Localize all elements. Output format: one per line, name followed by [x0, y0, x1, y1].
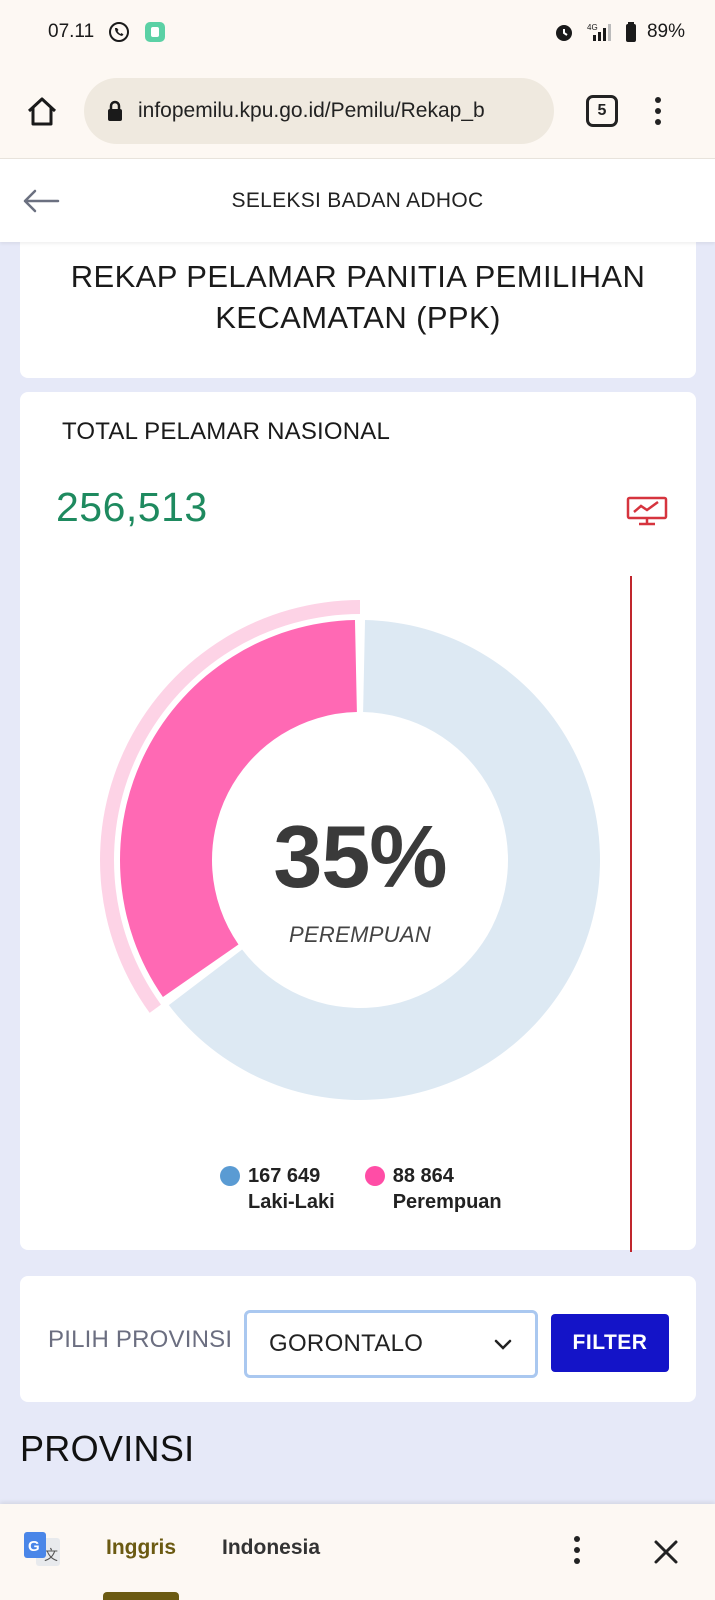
app-header: SELEKSI BADAN ADHOC: [0, 158, 715, 242]
percent-value: 35%: [273, 807, 447, 906]
male-arc: [168, 620, 600, 1100]
url-field[interactable]: infopemilu.kpu.go.id/Pemilu/Rekap_b: [84, 78, 554, 144]
browser-toolbar: infopemilu.kpu.go.id/Pemilu/Rekap_b 5: [0, 64, 715, 158]
gender-donut-chart: [99, 600, 600, 1100]
section-title: PROVINSI: [20, 1428, 195, 1469]
title-card: REKAP PELAMAR PANITIA PEMILIHAN KECAMATA…: [20, 242, 696, 378]
total-value: 256,513: [56, 484, 208, 530]
filter-button[interactable]: FILTER: [551, 1314, 669, 1372]
province-select[interactable]: GORONTALO: [244, 1310, 538, 1378]
legend-dot-female: [364, 1166, 385, 1186]
whatsapp-icon: [108, 21, 130, 43]
close-translate-button[interactable]: [652, 1538, 680, 1571]
back-button[interactable]: [22, 183, 62, 219]
svg-text:G: G: [28, 1538, 40, 1555]
app-notification-icon: [144, 21, 166, 43]
legend-dot-male: [220, 1166, 240, 1186]
header-title: SELEKSI BADAN ADHOC: [231, 188, 484, 212]
chevron-down-icon: [494, 1339, 512, 1350]
lang-tab-indonesian[interactable]: Indonesia: [222, 1536, 321, 1559]
url-text: infopemilu.kpu.go.id/Pemilu/Rekap_b: [138, 99, 485, 122]
home-icon: [27, 97, 57, 126]
home-button[interactable]: [22, 91, 62, 131]
filter-label: PILIH PROVINSI: [48, 1326, 233, 1353]
close-icon: [654, 1540, 678, 1564]
legend-label-male: Laki-Laki: [248, 1191, 335, 1213]
percent-subtitle: PEREMPUAN: [288, 922, 432, 947]
province-select-value: GORONTALO: [269, 1330, 424, 1357]
legend-label-female: Perempuan: [392, 1191, 502, 1213]
lock-icon: [108, 100, 122, 121]
active-tab-indicator: [103, 1592, 179, 1600]
signal-icon: 4G: [585, 21, 615, 43]
legend-value-female: 88 864: [392, 1165, 454, 1187]
tab-switcher-button[interactable]: 5: [586, 95, 618, 127]
stats-card: TOTAL PELAMAR NASIONAL 256,513 35% PEREM…: [20, 392, 696, 1252]
arrow-left-icon: [23, 189, 60, 213]
browser-menu-button[interactable]: [652, 97, 664, 125]
lang-tab-english[interactable]: Inggris: [106, 1536, 177, 1559]
filter-card: PILIH PROVINSI GORONTALO FILTER: [20, 1276, 696, 1402]
divider-line: [630, 576, 632, 1252]
female-outer-arc: [99, 600, 361, 1013]
legend-item-male: 167 649 Laki-Laki: [220, 1164, 335, 1216]
status-bar: 07.11 4G 89%: [0, 0, 715, 64]
more-vert-icon: [655, 97, 661, 103]
battery-icon: [625, 21, 637, 43]
battery-percent: 89%: [646, 21, 685, 42]
chart-legend: 167 649 Laki-Laki 88 864 Perempuan: [220, 1164, 502, 1216]
legend-item-female: 88 864 Perempuan: [364, 1164, 502, 1216]
legend-value-male: 167 649: [248, 1165, 321, 1187]
alarm-icon: [553, 21, 575, 43]
total-label: TOTAL PELAMAR NASIONAL: [62, 418, 391, 445]
translate-menu-button[interactable]: [574, 1536, 580, 1564]
status-time: 07.11: [48, 21, 95, 42]
network-type-label: 4G: [587, 23, 598, 32]
page-title: REKAP PELAMAR PANITIA PEMILIHAN KECAMATA…: [70, 259, 646, 335]
more-vert-icon: [574, 1536, 580, 1542]
monitor-chart-icon[interactable]: [626, 496, 668, 531]
svg-text:文: 文: [44, 1548, 58, 1564]
female-arc: [120, 620, 357, 997]
